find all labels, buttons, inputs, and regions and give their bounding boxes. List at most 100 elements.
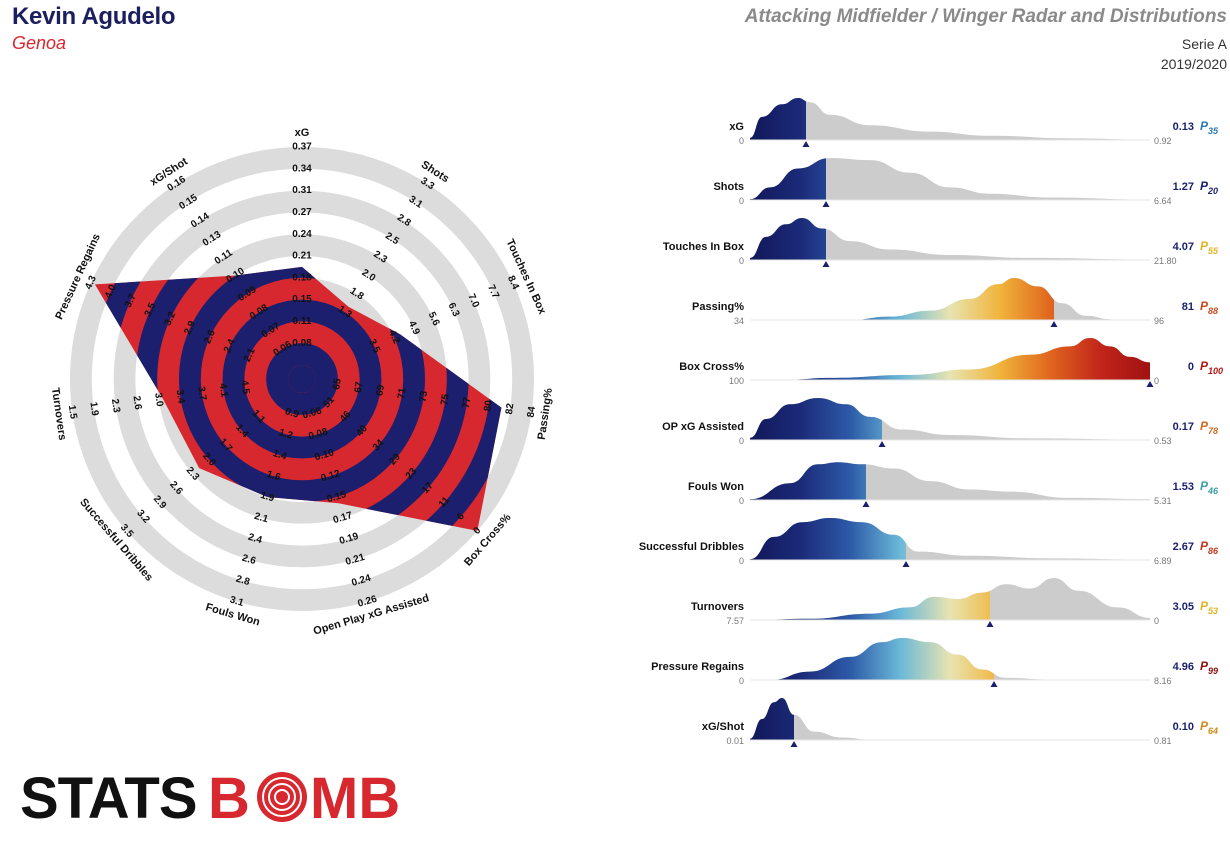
distribution-max: 96	[1154, 316, 1164, 326]
radar-tick-label: 75	[439, 393, 452, 406]
distribution-min: 0	[739, 496, 744, 506]
distribution-min: 0	[739, 556, 744, 566]
distribution-min: 0	[739, 676, 744, 686]
distribution-label: xG	[729, 121, 744, 133]
radar-grid-ring	[69, 146, 535, 612]
percentile-badge: P53	[1200, 599, 1218, 616]
radar-tick-label: 0.26	[357, 594, 379, 610]
player-marker	[986, 621, 994, 627]
template-title: Attacking Midfielder / Winger Radar and …	[744, 6, 1227, 27]
percentile-badge: P78	[1200, 419, 1218, 436]
radar-tick-label: 0.27	[292, 207, 312, 218]
percentile-badge: P99	[1200, 659, 1218, 676]
distribution-fill	[750, 218, 826, 260]
distribution-area	[750, 218, 1150, 260]
distribution-area	[750, 98, 1150, 140]
distribution-min: 0.01	[726, 736, 744, 746]
bomb-target-icon	[257, 772, 307, 822]
radar-tick-label: 7.7	[485, 283, 501, 301]
distribution-value: 0.17	[1173, 421, 1194, 433]
distribution-value: 0	[1188, 361, 1194, 373]
distribution-min: 0	[739, 136, 744, 146]
player-marker	[822, 201, 830, 207]
percentile-badge: P46	[1200, 479, 1219, 496]
distribution-fill	[750, 698, 794, 740]
radar-tick-label: 0.9	[284, 406, 301, 421]
distribution-fill	[750, 578, 990, 620]
radar-tick-label: 3.7	[123, 292, 139, 310]
radar-tick-label: 0.24	[350, 573, 372, 589]
distribution-fill	[750, 338, 1150, 380]
percentile-badge: P55	[1200, 239, 1219, 256]
distribution-area	[750, 158, 1150, 200]
distribution-fill	[750, 398, 882, 440]
distribution-max: 0.92	[1154, 136, 1172, 146]
radar-tick-label: 2.1	[242, 346, 258, 364]
radar-tick-label: 77	[461, 396, 474, 409]
player-marker	[990, 681, 998, 687]
distribution-max: 0	[1154, 616, 1159, 626]
percentile-badge: P64	[1200, 719, 1218, 736]
radar-tick-label: 84	[526, 405, 539, 418]
radar-tick-label: 4.2	[386, 328, 402, 346]
distribution-fill	[750, 462, 866, 500]
radar-tick-label: 0	[471, 525, 483, 537]
distribution-label: Successful Dribbles	[639, 541, 744, 553]
distribution-max: 6.89	[1154, 556, 1172, 566]
radar-tick-label: 0.06	[301, 405, 323, 421]
percentile-badge: P35	[1200, 119, 1219, 136]
radar-grid-ring	[91, 168, 513, 590]
radar-axis-label: Turnovers	[49, 387, 68, 441]
distribution-max: 0.81	[1154, 736, 1172, 746]
distribution-value: 4.07	[1173, 241, 1194, 253]
radar-tick-label: 0.12	[320, 468, 342, 484]
distribution-max: 5.31	[1154, 496, 1172, 506]
season-label: 2019/2020	[1160, 56, 1227, 72]
radar-tick-label: 1.9	[87, 401, 100, 417]
radar-tick-label: 5.6	[426, 310, 442, 328]
radar-tick-label: 1.4	[271, 448, 288, 463]
radar-tick-label: 3.0	[152, 392, 165, 408]
distribution-label: Touches In Box	[663, 241, 745, 253]
radar-tick-label: 4.9	[406, 319, 422, 337]
radar-tick-label: 0.10	[314, 447, 336, 463]
distribution-value: 1.53	[1173, 481, 1194, 493]
radar-axis-label: Passing%	[536, 387, 555, 440]
logo-text-right: MB	[310, 766, 400, 830]
distribution-value: 0.13	[1173, 121, 1194, 133]
radar-tick-label: 3.1	[228, 595, 245, 610]
distribution-value: 1.27	[1173, 181, 1194, 193]
radar-tick-label: 0.19	[338, 531, 360, 547]
distribution-fill	[770, 638, 994, 680]
radar-tick-label: 0.34	[292, 163, 312, 174]
radar-tick-label: 3.4	[174, 389, 187, 405]
distribution-max: 6.64	[1154, 196, 1172, 206]
radar-tick-label: 0.08	[307, 426, 329, 442]
radar-tick-label: 6.3	[446, 301, 462, 319]
distribution-min: 7.57	[726, 616, 744, 626]
distribution-value: 2.67	[1173, 541, 1194, 553]
distribution-value: 0.10	[1173, 721, 1194, 733]
radar-tick-label: 0.15	[326, 489, 348, 505]
radar-tick-label: 7.0	[465, 292, 481, 310]
radar-tick-label: 0.17	[332, 510, 354, 526]
player-marker	[1146, 381, 1154, 387]
radar-axis-label: xG	[295, 127, 310, 139]
radar-tick-label: 4.0	[103, 283, 119, 301]
distribution-label: xG/Shot	[702, 721, 745, 733]
distribution-label: Pressure Regains	[651, 661, 744, 673]
radar-tick-label: 1.9	[259, 490, 276, 505]
distribution-label: Turnovers	[691, 601, 744, 613]
radar-tick-label: 2.8	[235, 574, 252, 589]
distribution-fill	[750, 98, 806, 140]
player-marker	[802, 141, 810, 147]
percentile-badge: P100	[1200, 359, 1223, 376]
radar-tick-label: 1.2	[278, 427, 295, 442]
percentile-badge: P86	[1200, 539, 1219, 556]
distribution-max: 0.53	[1154, 436, 1172, 446]
radar-tick-label: 73	[418, 390, 431, 403]
distribution-min: 0	[739, 256, 744, 266]
radar-tick-label: 3.2	[163, 310, 179, 328]
radar-tick-label: 3.5	[366, 337, 382, 355]
distribution-min: 0	[739, 436, 744, 446]
